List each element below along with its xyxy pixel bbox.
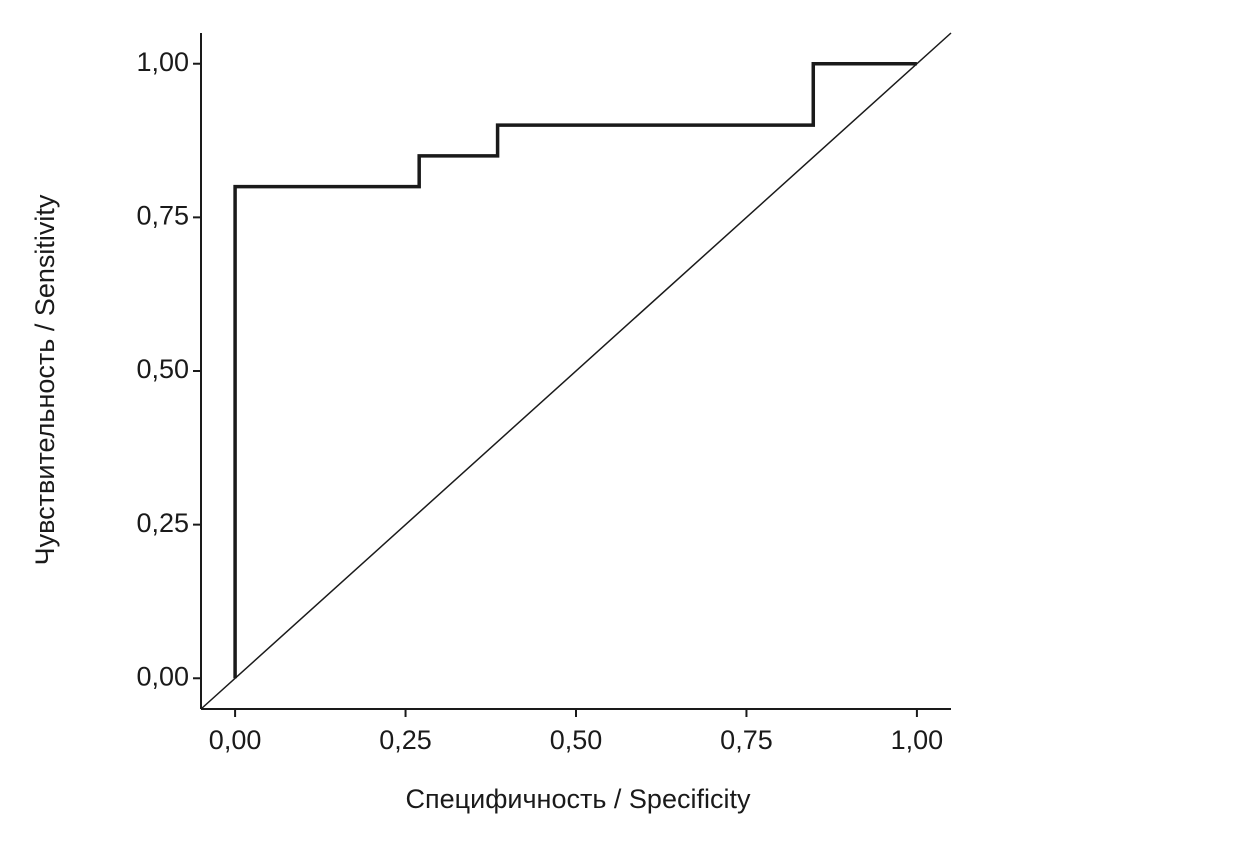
x-tick-label: 0,50 [550, 725, 603, 755]
x-tick-label: 0,75 [720, 725, 773, 755]
reference-line [200, 32, 952, 710]
y-tick-label: 0,00 [136, 661, 189, 691]
roc-curve [233, 61, 917, 679]
y-axis-label: Чувствительность / Sensitivity [30, 194, 60, 565]
x-tick-label: 0,25 [379, 725, 432, 755]
y-tick-label: 0,25 [136, 508, 189, 538]
x-axis-label: Специфичность / Specificity [406, 784, 751, 814]
y-tick-label: 1,00 [136, 47, 189, 77]
x-tick-label: 1,00 [891, 725, 944, 755]
y-tick-label: 0,50 [136, 354, 189, 384]
y-tick-label: 0,75 [136, 200, 189, 230]
x-tick-label: 0,00 [209, 725, 262, 755]
